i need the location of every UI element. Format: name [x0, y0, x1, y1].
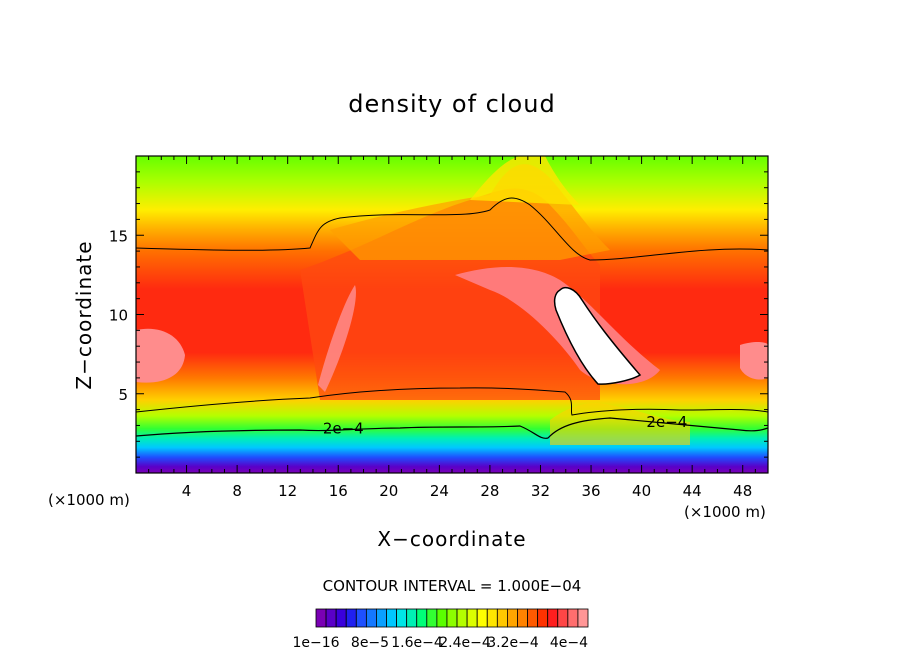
- x-tick-label: 16: [329, 482, 348, 500]
- pink-core-left: [136, 328, 185, 383]
- y-tick-label: 10: [109, 307, 128, 325]
- colorbar: [315, 608, 589, 628]
- pink-streak: [318, 285, 356, 392]
- colorbar-swatch: [577, 608, 589, 628]
- contour-interval: CONTOUR INTERVAL = 1.000E−04: [323, 577, 582, 595]
- colorbar-swatch: [567, 608, 579, 628]
- max-density-region: [553, 287, 642, 385]
- colorbar-tick-label: 1.6e−4: [391, 635, 443, 651]
- colorbar-swatch: [315, 608, 327, 628]
- colorbar-swatch: [456, 608, 468, 628]
- low-layer-bump: [550, 403, 690, 445]
- x-tick-label: 28: [480, 482, 499, 500]
- x-tick-label: 48: [733, 482, 752, 500]
- x-axis-label: X−coordinate: [377, 527, 526, 551]
- x-axis: 4 8 12 16 20 24 28 32 36 40 44 48: [148, 156, 756, 500]
- x-unit-right: (×1000 m): [684, 503, 766, 521]
- colorbar-labels: 1e−16 8e−5 1.6e−42.4e−43.2e−4 4e−4: [292, 635, 588, 651]
- colorbar-swatch: [537, 608, 549, 628]
- colorbar-swatch: [325, 608, 337, 628]
- colorbar-swatch: [376, 608, 387, 628]
- y-tick-label: 5: [118, 386, 128, 404]
- colorbar-tick-label: 1e−16: [292, 635, 339, 651]
- x-tick-label: 32: [531, 482, 550, 500]
- pink-core-right: [740, 341, 768, 380]
- y-axis-label: Z−coordinate: [72, 240, 96, 389]
- colorbar-swatch: [527, 608, 539, 628]
- colorbar-swatch: [466, 608, 478, 628]
- x-tick-label: 20: [379, 482, 398, 500]
- colorbar-tick-label: 2.4e−4: [439, 635, 491, 651]
- y-axis: 5 10 15: [109, 171, 768, 458]
- colorbar-swatch: [507, 608, 518, 628]
- colorbar-swatch: [517, 608, 528, 628]
- x-tick-label: 4: [182, 482, 192, 500]
- contour-upper: [136, 197, 768, 261]
- x-tick-label: 12: [278, 482, 297, 500]
- x-tick-label: 40: [632, 482, 651, 500]
- contour-label: 2e−4: [646, 413, 687, 431]
- contour-2e-4: [136, 417, 768, 439]
- contour-label: 2e−4: [323, 419, 364, 437]
- colorbar-swatch: [496, 608, 508, 628]
- y-tick-label: 15: [109, 227, 128, 245]
- colorbar-swatch: [436, 608, 448, 628]
- x-tick-label: 8: [232, 482, 242, 500]
- plume-top-yellow: [470, 156, 580, 205]
- colorbar-swatch: [355, 608, 367, 628]
- x-tick-label: 36: [581, 482, 600, 500]
- colorbar-swatch: [446, 608, 458, 628]
- x-unit-left: (×1000 m): [48, 491, 130, 509]
- colorbar-swatch: [486, 608, 498, 628]
- x-tick-label: 44: [683, 482, 702, 500]
- plot-area: [136, 156, 768, 473]
- chart-title: density of cloud: [348, 90, 555, 118]
- x-tick-label: 24: [430, 482, 449, 500]
- colorbar-tick-label: 8e−5: [351, 635, 389, 651]
- colorbar-swatch: [345, 608, 357, 628]
- colorbar-swatch: [386, 608, 397, 628]
- colorbar-swatch: [416, 608, 428, 628]
- colorbar-swatch: [557, 608, 569, 628]
- contour-lower: [136, 387, 768, 416]
- contour-label-layer: 2e−4 2e−4: [323, 413, 687, 437]
- colorbar-swatch: [365, 608, 377, 628]
- colorbar-swatch: [426, 608, 438, 628]
- colorbar-tick-label: 4e−4: [550, 635, 588, 651]
- colorbar-swatch: [406, 608, 418, 628]
- colorbar-swatch: [476, 608, 488, 628]
- colorbar-swatch: [335, 608, 347, 628]
- colorbar-tick-label: 3.2e−4: [487, 635, 539, 651]
- colorbar-swatch: [547, 608, 559, 628]
- colorbar-swatch: [396, 608, 408, 628]
